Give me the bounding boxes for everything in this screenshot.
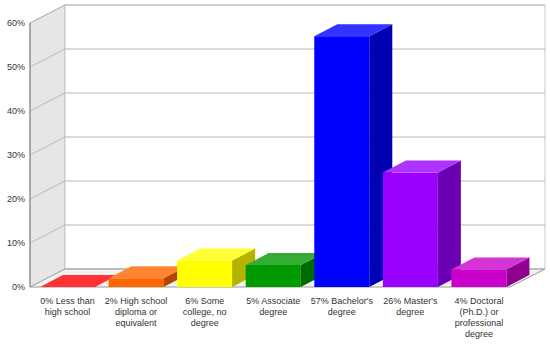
y-tick-label: 50% [7, 62, 25, 72]
x-tick-label: 26% Master's degree [376, 296, 444, 318]
bar [451, 257, 529, 287]
y-tick-label: 60% [7, 18, 25, 28]
bar-front [177, 261, 232, 287]
bar-top [246, 253, 324, 265]
bar-front [314, 36, 369, 287]
grid-line [30, 137, 545, 155]
bar-top [177, 249, 255, 261]
y-tick-label: 30% [7, 150, 25, 160]
grid-line [30, 5, 545, 23]
bar-top [451, 257, 529, 269]
x-tick-label: 4% Doctoral (Ph.D.) or professional degr… [445, 296, 513, 340]
bar-top [314, 24, 392, 36]
bar [383, 161, 461, 287]
grid-line [30, 181, 545, 199]
bar-top [109, 266, 187, 278]
bar-top [383, 161, 461, 173]
grid-line [30, 93, 545, 111]
y-tick-label: 20% [7, 194, 25, 204]
bar [314, 24, 392, 287]
x-tick-label: 6% Some college, no degree [171, 296, 239, 329]
bar-top [40, 275, 118, 287]
bar [109, 266, 187, 287]
grid-line [30, 49, 545, 67]
bar-front [246, 265, 301, 287]
y-tick-label: 0% [12, 282, 25, 292]
x-tick-label: 5% Associate degree [239, 296, 307, 318]
grid-line [30, 225, 545, 243]
bar-front [451, 269, 506, 287]
chart-container: 0% 10% 20% 30% 40% 50% 60% 0% Less than high s… [0, 0, 550, 350]
bar [246, 253, 324, 287]
x-tick-label: 57% Bachelor's degree [308, 296, 376, 318]
bars [40, 24, 529, 287]
y-tick-label: 10% [7, 238, 25, 248]
x-tick-label: 0% Less than high school [34, 296, 102, 318]
bar-front [109, 278, 164, 287]
x-tick-label: 2% High school diploma or equivalent [102, 296, 170, 329]
bar-front [383, 173, 438, 287]
y-axis [30, 23, 31, 287]
bar [177, 249, 255, 287]
y-tick-label: 40% [7, 106, 25, 116]
bar [40, 275, 118, 287]
